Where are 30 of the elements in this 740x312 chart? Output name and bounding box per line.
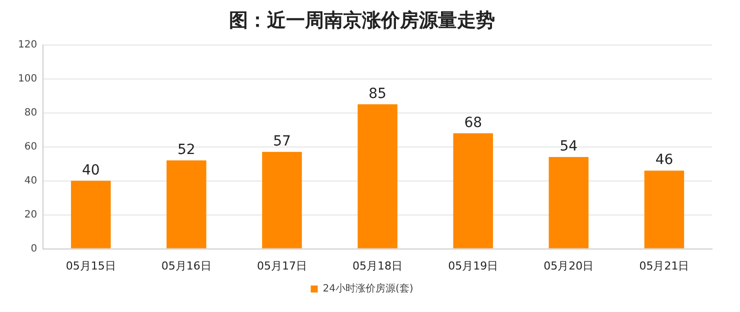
- bar: [548, 157, 589, 248]
- data-label: 54: [560, 138, 578, 155]
- data-label: 85: [368, 86, 386, 102]
- data-label: 40: [82, 162, 100, 178]
- data-label: 46: [655, 152, 674, 168]
- y-tick-label: 20: [24, 209, 38, 220]
- y-tick-label: 120: [18, 39, 38, 50]
- data-label: 68: [464, 114, 482, 131]
- y-tick-label: 0: [30, 243, 38, 254]
- x-tick-label: 05月19日: [448, 259, 498, 272]
- y-tick-label: 80: [24, 107, 38, 118]
- x-tick-label: 05月15日: [66, 259, 116, 272]
- x-tick-label: 05月17日: [256, 259, 307, 272]
- x-tick-label: 05月18日: [352, 259, 403, 272]
- x-tick-label: 05月21日: [639, 259, 690, 272]
- x-tick-label: 05月16日: [161, 259, 212, 272]
- bar: [166, 160, 206, 248]
- chart-title: 图：近一周南京涨价房源量走势: [229, 9, 495, 32]
- legend-label: 24小时涨价房源(套): [322, 282, 414, 295]
- bar: [644, 170, 684, 248]
- y-tick-label: 60: [24, 141, 38, 152]
- bar: [453, 133, 493, 248]
- bar: [70, 180, 111, 248]
- data-label: 52: [178, 142, 196, 158]
- bar: [358, 104, 398, 248]
- y-tick-label: 100: [18, 73, 38, 84]
- data-label: 57: [273, 134, 291, 150]
- y-tick-label: 40: [24, 175, 38, 186]
- x-tick-label: 05月20日: [544, 259, 594, 272]
- bar: [262, 152, 302, 248]
